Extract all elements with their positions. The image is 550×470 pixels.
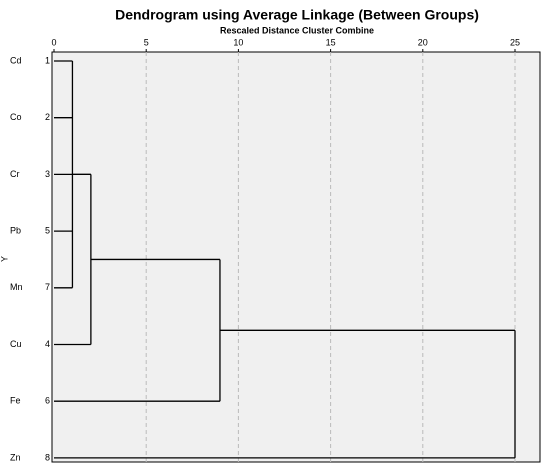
leaf-case: 4 [45,339,50,349]
x-tick-label: 20 [418,37,428,47]
x-tick-label: 15 [326,37,336,47]
leaf-label: Mn [10,282,23,292]
chart-title: Dendrogram using Average Linkage (Betwee… [115,7,479,23]
leaf-case: 3 [45,169,50,179]
leaf-case: 6 [45,396,50,406]
x-tick-label: 5 [144,37,149,47]
leaf-label: Cr [10,169,20,179]
leaf-label: Pb [10,225,21,235]
chart-subtitle: Rescaled Distance Cluster Combine [220,25,374,35]
leaf-label: Co [10,112,22,122]
y-axis-label: Y [0,256,9,262]
x-tick-label: 0 [51,37,56,47]
x-tick-label: 10 [233,37,243,47]
leaf-case: 2 [45,112,50,122]
x-tick-label: 25 [510,37,520,47]
leaf-label: Cu [10,339,22,349]
leaf-case: 1 [45,55,50,65]
leaf-case: 7 [45,282,50,292]
leaf-label: Zn [10,452,21,462]
leaf-case: 5 [45,225,50,235]
leaf-label: Fe [10,396,21,406]
leaf-label: Cd [10,55,22,65]
plot-area [51,51,541,463]
leaf-case: 8 [45,452,50,462]
